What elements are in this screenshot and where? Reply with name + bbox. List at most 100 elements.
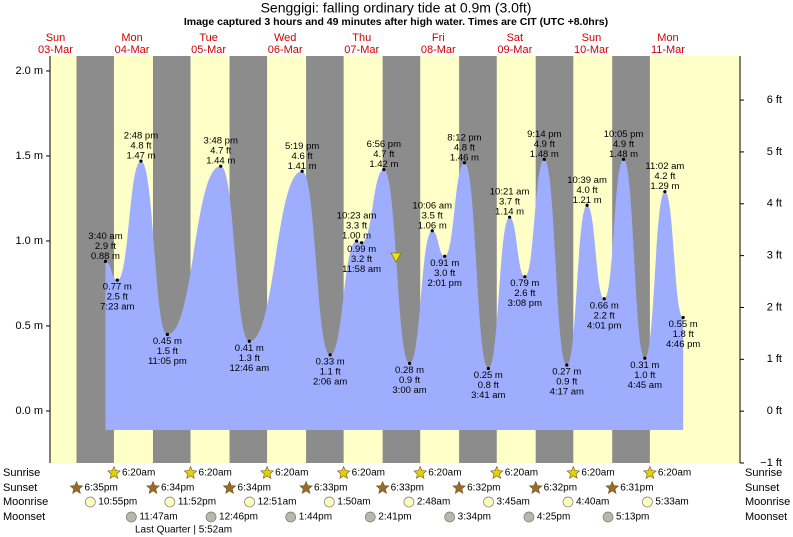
tide-time: 3:00 am: [392, 385, 426, 396]
event-time: 5:13pm: [616, 512, 649, 523]
sun-icon: [69, 480, 84, 494]
tide-m: 0.25 m: [474, 370, 503, 381]
event-time: 6:20am: [199, 468, 232, 479]
sun-icon: [566, 465, 581, 479]
day-name: Mon: [657, 32, 678, 44]
tide-ft: 0.9 ft: [399, 375, 420, 386]
sun-icon: [642, 465, 657, 479]
day-date: 05-Mar: [191, 44, 226, 56]
tide-ft: 4.7 ft: [210, 146, 231, 157]
tide-m: 0.55 m: [669, 319, 698, 330]
tide-ft: 1.5 ft: [157, 346, 178, 357]
y2-tick-label: 0 ft: [767, 405, 782, 417]
tide-time: 4:45 am: [628, 380, 662, 391]
event-time: 12:46pm: [219, 512, 258, 523]
tide-time: 11:02 am: [645, 161, 684, 172]
tide-m: 0.41 m: [235, 343, 264, 354]
event-time: 1:44pm: [299, 512, 332, 523]
moon-icon: [205, 511, 217, 523]
tide-point: [247, 339, 251, 343]
tide-m: 1.06 m: [418, 220, 447, 231]
day-date: 06-Mar: [268, 44, 303, 56]
tide-m: 1.00 m: [342, 230, 371, 241]
tide-time: 11:58 am: [342, 264, 381, 275]
tide-m: 0.91 m: [430, 258, 459, 269]
tide-m: 1.44 m: [206, 156, 235, 167]
event-time: 6:33pm: [391, 483, 424, 494]
tide-m: 0.79 m: [510, 278, 539, 289]
tide-point: [523, 275, 527, 279]
tide-point: [542, 157, 546, 161]
tide-ft: 3.7 ft: [499, 197, 520, 208]
sun-icon: [452, 480, 467, 494]
y2-tick-label: −1 ft: [760, 457, 782, 469]
tide-ft: 2.9 ft: [95, 241, 116, 252]
row-label: Sunset: [745, 482, 779, 494]
sun-icon: [107, 465, 121, 479]
tide-ft: 4.9 ft: [613, 139, 634, 150]
sun-icon: [375, 480, 390, 494]
tide-time: 6:56 pm: [367, 139, 401, 150]
moon-icon: [602, 511, 614, 523]
tide-m: 0.88 m: [91, 251, 120, 262]
tide-ft: 3.5 ft: [422, 210, 443, 221]
event-time: 3:34pm: [458, 512, 491, 523]
event-time: 2:41pm: [378, 512, 411, 523]
tide-m: 1.48 m: [609, 149, 638, 160]
tide-m: 1.47 m: [126, 151, 155, 162]
moon-icon: [642, 496, 653, 508]
event-time: 6:20am: [428, 468, 461, 479]
sun-icon: [336, 465, 351, 479]
tide-m: 0.27 m: [552, 367, 581, 378]
tide-ft: 3.3 ft: [346, 220, 367, 231]
moon-icon: [444, 511, 456, 523]
event-time: 6:32pm: [544, 483, 577, 494]
tide-point: [354, 239, 359, 243]
moon-icon: [323, 496, 335, 508]
tide-time: 10:21 am: [490, 187, 530, 198]
tide-point: [443, 254, 447, 258]
tide-time: 10:39 am: [567, 175, 607, 186]
day-date: 10-Mar: [574, 44, 609, 56]
day-date: 07-Mar: [344, 44, 379, 56]
tide-m: 0.28 m: [395, 365, 424, 376]
tide-ft: 1.1 ft: [320, 366, 341, 377]
tide-time: 11:05 pm: [148, 356, 187, 367]
tide-m: 1.42 m: [369, 159, 398, 170]
row-label: Sunrise: [3, 467, 40, 479]
tide-ft: 1.8 ft: [673, 329, 694, 340]
event-time: 6:31pm: [620, 483, 653, 494]
event-time: 6:34pm: [238, 483, 271, 494]
y2-tick-label: 3 ft: [767, 250, 782, 262]
event-time: 2:48am: [417, 497, 450, 508]
day-date: 08-Mar: [421, 44, 456, 56]
tide-time: 5:19 pm: [285, 141, 319, 152]
tide-m: 1.48 m: [530, 149, 559, 160]
sun-icon: [146, 480, 160, 494]
tide-m: 1.41 m: [288, 161, 317, 172]
tide-m: 1.46 m: [450, 152, 479, 163]
tide-point: [382, 167, 386, 172]
tide-time: 3:48 pm: [204, 136, 238, 147]
event-time: 6:34pm: [161, 483, 194, 494]
day-name: Tue: [199, 32, 218, 44]
tide-m: 0.66 m: [590, 300, 619, 311]
moon-icon: [562, 496, 574, 508]
tide-ft: 0.9 ft: [556, 377, 577, 388]
day-name: Wed: [274, 32, 296, 44]
y-tick-label: 1.5 m: [15, 150, 43, 162]
tide-time: 4:17 am: [550, 387, 584, 398]
day-name: Sun: [582, 32, 602, 44]
tide-ft: 4.0 ft: [577, 185, 598, 196]
tide-time: 3:41 am: [471, 390, 505, 401]
y-tick-label: 0.0 m: [15, 405, 43, 417]
tide-point: [407, 361, 412, 365]
y2-tick-label: 6 ft: [767, 94, 782, 106]
tide-point: [585, 203, 589, 207]
sun-icon: [260, 465, 275, 479]
tide-ft: 4.8 ft: [130, 141, 151, 152]
tide-time: 12:46 am: [230, 363, 270, 374]
y2-tick-label: 4 ft: [767, 198, 782, 210]
moon-icon: [523, 511, 535, 523]
